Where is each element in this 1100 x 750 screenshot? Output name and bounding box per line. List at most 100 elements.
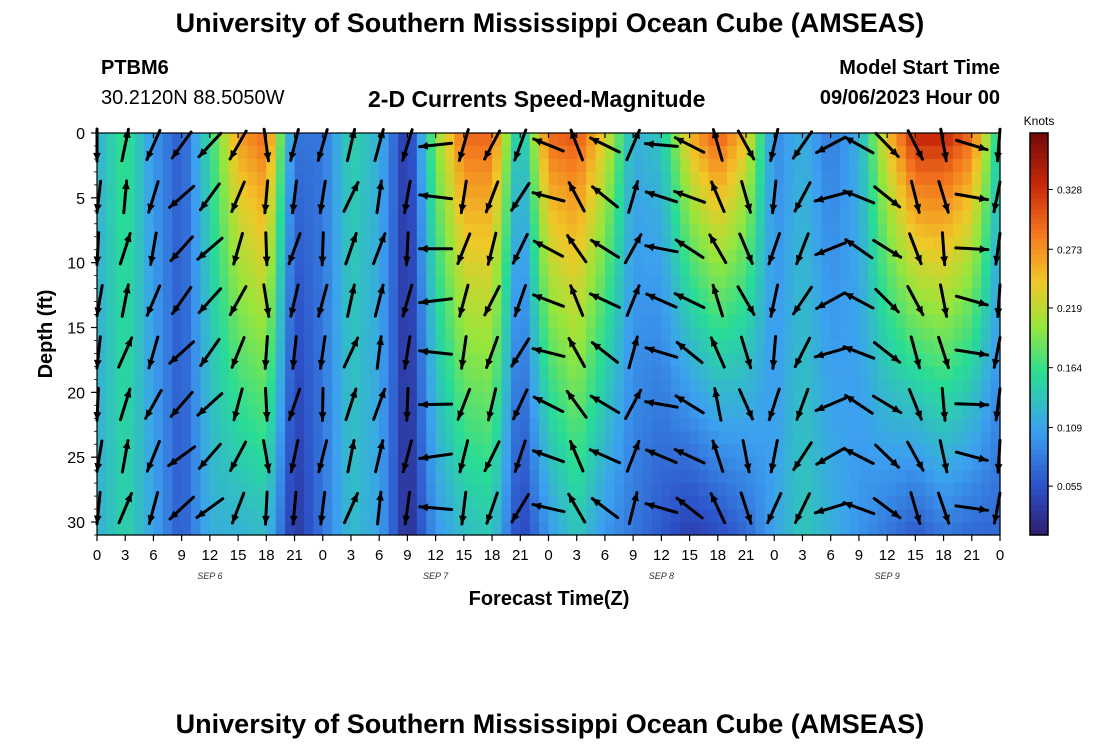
- heatmap-cell: [633, 340, 644, 355]
- heatmap-cell: [322, 197, 333, 212]
- heatmap-cell: [369, 288, 380, 303]
- heatmap-cell: [539, 470, 550, 484]
- heatmap-cell: [802, 431, 813, 445]
- heatmap-cell: [322, 405, 333, 419]
- day-label: SEP 8: [649, 571, 674, 581]
- heatmap-cell: [407, 353, 418, 368]
- heatmap-cell: [962, 496, 973, 510]
- heatmap-cell: [821, 392, 832, 406]
- heatmap-cell: [350, 171, 361, 186]
- heatmap-cell: [623, 340, 634, 355]
- heatmap-cell: [247, 236, 258, 251]
- heatmap-cell: [633, 366, 644, 380]
- heatmap-cell: [774, 249, 785, 264]
- heatmap-cell: [200, 444, 211, 458]
- current-vector: [874, 443, 901, 469]
- heatmap-cell: [642, 392, 653, 406]
- colorbar-segment: [1030, 133, 1048, 139]
- heatmap-cell: [736, 366, 747, 380]
- heatmap-cell: [379, 314, 390, 329]
- heatmap-cell: [614, 158, 625, 173]
- current-vector: [708, 233, 728, 265]
- heatmap-cell: [238, 184, 249, 199]
- heatmap-cell: [670, 470, 681, 484]
- heatmap-cell: [191, 184, 202, 199]
- heatmap-cell: [191, 418, 202, 432]
- heatmap-cell: [595, 392, 606, 406]
- heatmap-cell: [699, 236, 710, 251]
- x-tick-label: 12: [879, 547, 896, 564]
- heatmap-cell: [689, 275, 700, 290]
- heatmap-cell: [849, 509, 860, 523]
- heatmap-cell: [755, 262, 766, 277]
- heatmap-cell: [162, 158, 173, 173]
- heatmap-cell: [934, 262, 945, 277]
- heatmap-cell: [238, 275, 249, 290]
- current-vector: [844, 393, 874, 415]
- heatmap-cell: [303, 249, 314, 264]
- heatmap-cell: [576, 210, 587, 225]
- heatmap-cell: [670, 275, 681, 290]
- heatmap-cell: [482, 483, 493, 497]
- heatmap-cell: [962, 288, 973, 303]
- heatmap-cell: [689, 366, 700, 380]
- heatmap-cell: [708, 509, 719, 523]
- heatmap-cell: [924, 457, 935, 471]
- heatmap-cell: [774, 223, 785, 238]
- heatmap-cell: [896, 197, 907, 212]
- current-vector: [287, 232, 302, 266]
- heatmap-cell: [793, 340, 804, 355]
- heatmap-cell: [256, 483, 267, 497]
- heatmap-cell: [821, 522, 832, 536]
- heatmap-cell: [191, 431, 202, 445]
- heatmap-cell: [727, 340, 738, 355]
- heatmap-cell: [520, 483, 531, 497]
- heatmap-cell: [567, 314, 578, 329]
- heatmap-cell: [134, 133, 145, 147]
- heatmap-cell: [746, 522, 757, 536]
- heatmap-cell: [868, 496, 879, 510]
- heatmap-cell: [529, 171, 540, 186]
- heatmap-cell: [952, 262, 963, 277]
- heatmap-cell: [821, 158, 832, 173]
- heatmap-cell: [294, 197, 305, 212]
- heatmap-cell: [181, 353, 192, 368]
- heatmap-cell: [303, 327, 314, 342]
- heatmap-cell: [557, 457, 568, 471]
- heatmap-cell: [689, 496, 700, 510]
- heatmap-cell: [303, 301, 314, 316]
- heatmap-cell: [943, 275, 954, 290]
- heatmap-cell: [849, 301, 860, 316]
- heatmap-cell: [934, 431, 945, 445]
- heatmap-cell: [821, 301, 832, 316]
- heatmap-cell: [736, 418, 747, 432]
- heatmap-cell: [266, 158, 277, 173]
- heatmap-cell: [106, 405, 117, 419]
- heatmap-cell: [934, 327, 945, 342]
- heatmap-cell: [473, 133, 484, 147]
- heatmap-cell: [209, 470, 220, 484]
- heatmap-cell: [172, 223, 183, 238]
- heatmap-cell: [981, 470, 992, 484]
- heatmap-cell: [369, 171, 380, 186]
- heatmap-cell: [642, 301, 653, 316]
- heatmap-cell: [877, 327, 888, 342]
- heatmap-cell: [736, 457, 747, 471]
- heatmap-cell: [689, 145, 700, 160]
- heatmap-cell: [294, 145, 305, 160]
- heatmap-cell: [623, 379, 634, 393]
- heatmap-cell: [924, 379, 935, 393]
- heatmap-cell: [115, 392, 126, 406]
- heatmap-cell: [943, 379, 954, 393]
- heatmap-cell: [971, 301, 982, 316]
- heatmap-cell: [699, 483, 710, 497]
- heatmap-cell: [614, 184, 625, 199]
- heatmap-cell: [567, 197, 578, 212]
- heatmap-cell: [764, 133, 775, 147]
- heatmap-cell: [407, 418, 418, 432]
- heatmap-cell: [981, 171, 992, 186]
- heatmap-cell: [162, 496, 173, 510]
- heatmap-cell: [887, 133, 898, 147]
- heatmap-cell: [191, 301, 202, 316]
- heatmap-cell: [510, 133, 521, 147]
